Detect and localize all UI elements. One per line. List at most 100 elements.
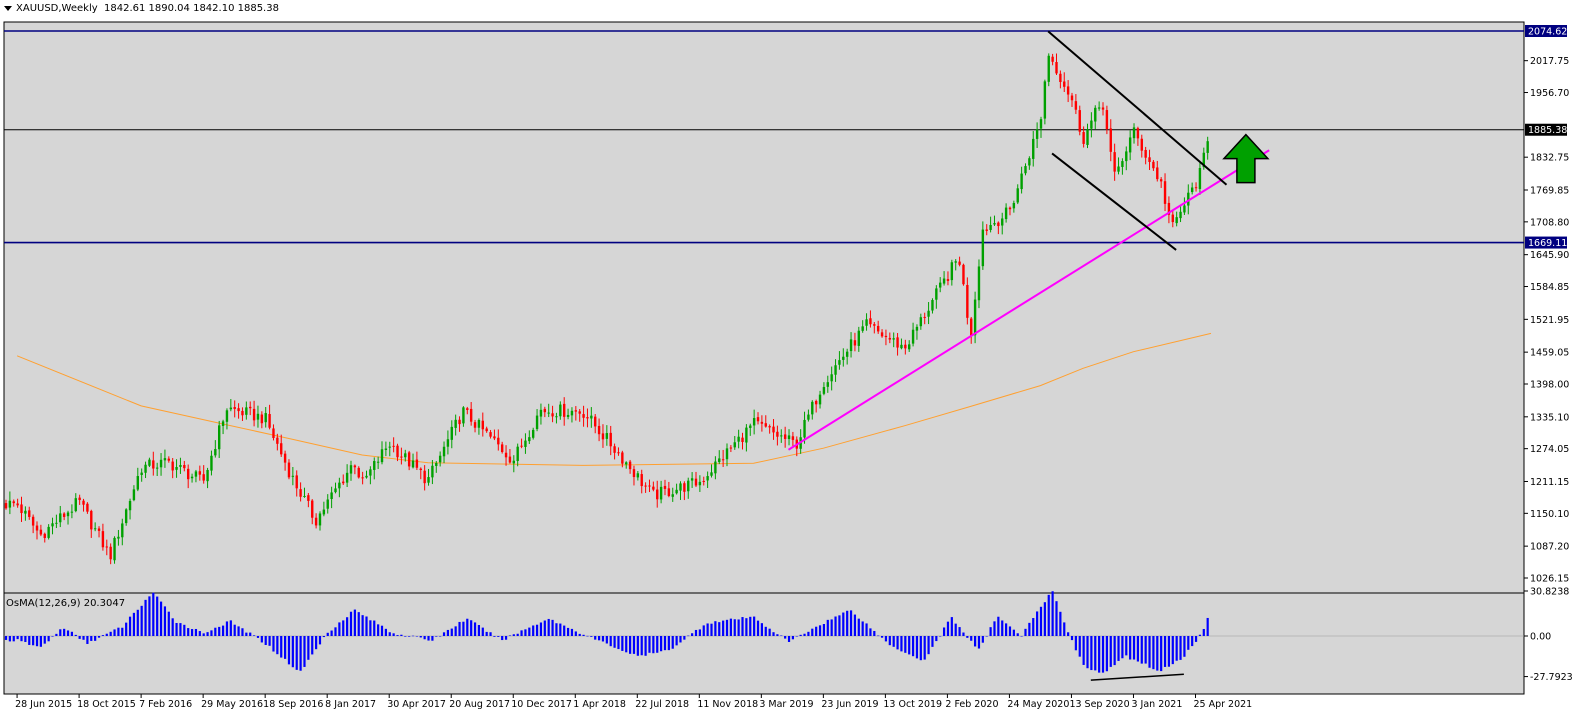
candle <box>241 407 244 421</box>
candle <box>764 415 767 428</box>
candle <box>954 259 957 271</box>
candle-body <box>597 425 601 435</box>
osma-bar <box>194 628 198 636</box>
candle-body <box>1117 166 1120 172</box>
osma-bar <box>815 626 818 636</box>
candle <box>1004 203 1008 223</box>
candle-body <box>249 406 252 409</box>
osma-bar <box>842 612 845 636</box>
candle-body <box>1187 192 1190 206</box>
candle <box>124 508 128 526</box>
osma-bar <box>214 627 217 636</box>
time-tick-label: 25 Apr 2021 <box>1193 699 1252 710</box>
osma-bar <box>1202 628 1205 636</box>
osma-bar <box>311 636 314 655</box>
candle <box>783 426 787 448</box>
candle-body <box>1035 129 1039 139</box>
candle-body <box>272 428 275 438</box>
candle <box>547 403 550 418</box>
osma-bar <box>473 622 477 636</box>
candle-body <box>47 526 50 538</box>
osma-bar <box>105 633 108 636</box>
osma-bar <box>1129 636 1132 660</box>
osma-bar <box>1055 601 1058 636</box>
candle-body <box>268 414 271 428</box>
candle <box>958 256 961 267</box>
osma-bar <box>939 636 942 637</box>
candle-body <box>853 340 857 346</box>
candle-body <box>1179 211 1182 219</box>
candle-body <box>1090 120 1093 129</box>
candle <box>190 473 194 483</box>
candle-body <box>225 410 229 422</box>
candle <box>380 441 384 465</box>
osma-bar <box>357 612 360 636</box>
candle <box>4 499 8 510</box>
candle <box>342 474 345 486</box>
candle <box>528 430 531 444</box>
candle-body <box>911 329 915 344</box>
candle <box>508 449 512 464</box>
osma-bar <box>315 636 318 650</box>
osma-bar <box>803 633 806 636</box>
candle <box>295 470 298 497</box>
candle-body <box>822 387 826 394</box>
osma-bar <box>51 636 54 637</box>
candle-body <box>66 512 70 517</box>
candle-body <box>780 435 783 437</box>
osma-tick-label: 0.00 <box>1530 632 1551 643</box>
candle-body <box>190 476 194 479</box>
candle <box>59 505 62 528</box>
candle-body <box>1039 119 1043 129</box>
candle-body <box>830 374 833 382</box>
candle-body <box>1198 167 1202 189</box>
candle-body <box>442 446 446 457</box>
osma-bar <box>1047 594 1050 636</box>
candle <box>1156 160 1159 182</box>
candle-body <box>884 335 888 338</box>
candle-body <box>229 407 233 410</box>
candle-body <box>671 494 674 497</box>
osma-bar <box>962 632 965 636</box>
collapse-triangle-icon[interactable] <box>4 5 12 11</box>
osma-bar <box>532 625 535 636</box>
candle <box>904 339 907 355</box>
candle <box>1001 212 1004 235</box>
candle-body <box>194 471 198 477</box>
candle <box>718 450 721 465</box>
candle-body <box>35 525 39 531</box>
osma-bar <box>772 632 775 636</box>
osma-bar <box>570 628 574 636</box>
candle <box>625 461 628 469</box>
candle <box>66 510 70 525</box>
candle <box>469 402 473 426</box>
osma-bar <box>121 627 124 636</box>
candle-body <box>140 472 143 475</box>
candle-body <box>427 477 430 483</box>
candle <box>737 429 740 449</box>
candle-body <box>679 483 682 491</box>
osma-bar <box>896 636 899 650</box>
candle-body <box>299 489 302 497</box>
candle <box>675 483 678 495</box>
osma-bar <box>698 629 701 636</box>
candle-body <box>904 344 907 349</box>
osma-bar <box>423 636 426 640</box>
osma-bar <box>942 627 946 636</box>
candle <box>400 447 403 465</box>
candle-body <box>675 489 678 494</box>
price-axis: 2017.75 1956.70 1832.75 1769.85 1708.80 1645.… <box>1524 25 1569 585</box>
candle-body <box>70 511 74 513</box>
osma-bar <box>477 625 481 636</box>
candle-body <box>880 332 884 337</box>
candle <box>70 504 74 519</box>
candle <box>1059 70 1062 89</box>
candle-body <box>280 443 283 455</box>
candle <box>551 405 554 423</box>
candle <box>586 408 589 428</box>
osma-bar <box>1039 606 1043 636</box>
candle <box>152 451 155 476</box>
candle <box>245 401 248 420</box>
candle <box>838 351 841 370</box>
candle-body <box>93 528 97 530</box>
